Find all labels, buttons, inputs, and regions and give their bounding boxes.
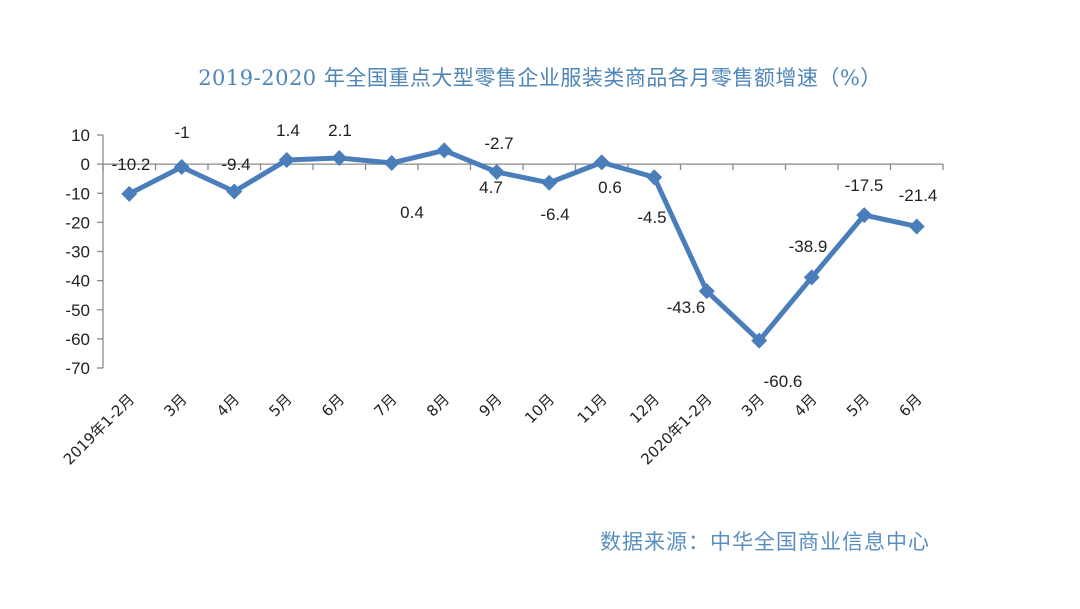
x-category-label: 5月 [265,390,295,420]
x-category-label: 6月 [318,390,348,420]
data-label: -2.7 [484,134,513,153]
data-point-marker [803,269,820,286]
category-labels: 2019年1-2月 3月 4月 5月 6月 7月 8月 9月 10月 11月 12月2020年1-2… [60,390,926,468]
x-category-label: 7月 [370,390,400,420]
x-category-label: 3月 [738,390,768,420]
data-point-marker [751,332,768,349]
chart-title: 2019-2020 年全国重点大型零售企业服装类商品各月零售额增速（%） [198,66,882,90]
x-category-label: 5月 [843,390,873,420]
source-note: 数据来源：中华全国商业信息中心 [600,530,930,554]
data-point-marker [226,183,243,200]
data-point-marker [383,154,400,171]
data-label: -17.5 [845,176,884,195]
data-label: 4.7 [479,178,503,197]
data-point-marker [173,159,190,176]
x-category-label: 10月 [521,390,558,427]
data-label: 0.6 [598,178,622,197]
y-tick-label: -10 [65,184,90,203]
x-category-label: 12月 [626,390,663,427]
y-tick-label: -60 [65,330,90,349]
y-tick-label: -20 [65,213,90,232]
x-axis [102,163,944,171]
data-label: -9.4 [221,155,250,174]
data-point-marker [908,218,925,235]
x-category-label: 8月 [423,390,453,420]
data-point-marker [856,207,873,224]
data-point-marker [541,174,558,191]
data-label: 0.4 [400,203,424,222]
data-label: -4.5 [637,208,666,227]
y-tick-label: 10 [71,126,90,145]
data-point-marker [646,169,663,186]
x-category-label: 3月 [160,390,190,420]
x-category-label: 11月 [574,390,611,427]
data-point-marker [121,185,138,202]
x-category-label: 6月 [895,390,925,420]
data-label: -38.9 [789,237,828,256]
y-tick-label: -30 [65,243,90,262]
data-label: 2.1 [328,121,352,140]
y-tick-label: -40 [65,272,90,291]
y-axis: 10 0 -10 -20 -30 -40 -50 -60 -70 [65,126,104,378]
data-point-marker [698,283,715,300]
x-category-label: 2019年1-2月 [60,390,138,468]
x-category-label: 9月 [475,390,505,420]
data-label: -43.6 [667,298,706,317]
data-label: -21.4 [899,186,938,205]
x-category-label: 4月 [213,390,243,420]
data-point-marker [278,152,295,169]
data-label: 1.4 [276,121,300,140]
y-tick-label: -50 [65,301,90,320]
data-label: -6.4 [540,205,569,224]
data-point-marker [593,154,610,171]
x-category-label: 4月 [790,390,820,420]
data-point-marker [436,142,453,159]
data-point-marker [488,163,505,180]
data-point-marker [331,150,348,167]
data-labels: -10.2 -1 -9.4 1.4 2.1 0.4 4.7 -2.7 -6.4 0.6 -4.5 -4… [112,121,938,391]
data-label: -10.2 [112,155,151,174]
y-tick-label: -70 [65,359,90,378]
data-label: -1 [174,123,189,142]
series-line [121,142,925,349]
data-label: -60.6 [764,372,803,391]
y-tick-label: 0 [81,155,90,174]
